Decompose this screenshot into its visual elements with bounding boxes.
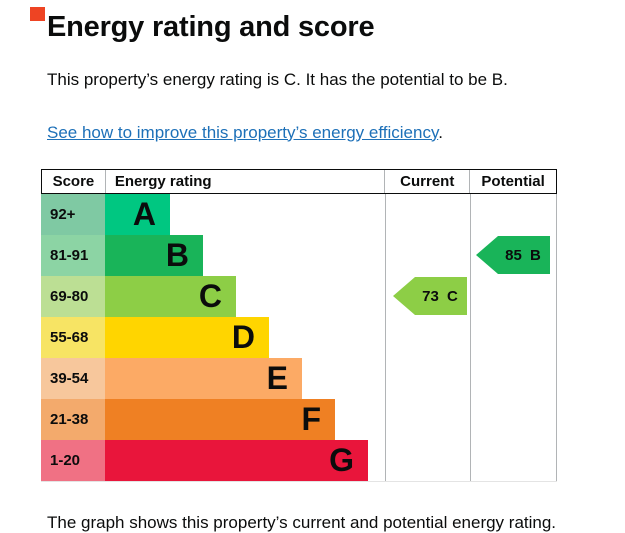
band-letter-f: F [301,401,321,438]
column-divider-potential [470,193,471,481]
band-score-d: 55-68 [41,316,105,358]
column-header-score: Score [42,169,106,193]
red-square-marker [30,7,45,21]
band-row-c: 69-80 C [41,275,557,317]
band-letter-d: D [231,319,255,356]
column-header-potential: Potential [481,172,545,190]
band-letter-g: G [329,442,354,479]
band-score-c: 69-80 [41,275,105,317]
band-row-g: 1-20 G [41,439,557,481]
band-bar-d: D [105,316,269,358]
improve-efficiency-link[interactable]: See how to improve this property’s energ… [47,122,439,142]
link-period: . [438,122,443,142]
band-bar-g: G [105,439,368,481]
band-row-a: 92+ A [41,193,557,235]
band-bar-f: F [105,398,335,440]
epc-table-body: 92+ A 81-91 B 69-80 C 55-68 D 39-54 E 21… [41,193,557,482]
band-score-a: 92+ [41,193,105,235]
column-header-current: Current [385,169,471,193]
page-title: Energy rating and score [47,11,375,43]
band-score-e: 39-54 [41,357,105,399]
improve-link-line: See how to improve this property’s energ… [47,123,625,143]
band-row-d: 55-68 D [41,316,557,358]
band-letter-a: A [132,196,156,233]
band-letter-c: C [198,278,222,315]
band-bar-b: B [105,234,203,276]
band-bar-e: E [105,357,302,399]
epc-rating-chart: Score Energy rating Current Potential 92… [41,168,557,482]
band-score-f: 21-38 [41,398,105,440]
epc-table-header: Score Energy rating Current Potential [41,168,557,194]
band-score-g: 1-20 [41,439,105,481]
band-score-b: 81-91 [41,234,105,276]
band-row-e: 39-54 E [41,357,557,399]
band-letter-b: B [165,237,189,274]
column-header-energy-rating: Energy rating [106,169,386,193]
table-right-border [556,193,557,481]
graph-caption: The graph shows this property’s current … [47,512,557,532]
band-bar-a: A [105,193,170,235]
column-divider-current [385,193,386,481]
band-letter-e: E [266,360,288,397]
band-row-b: 81-91 B [41,234,557,276]
band-bar-c: C [105,275,236,317]
band-row-f: 21-38 F [41,398,557,440]
rating-summary-text: This property’s energy rating is C. It h… [47,70,508,90]
